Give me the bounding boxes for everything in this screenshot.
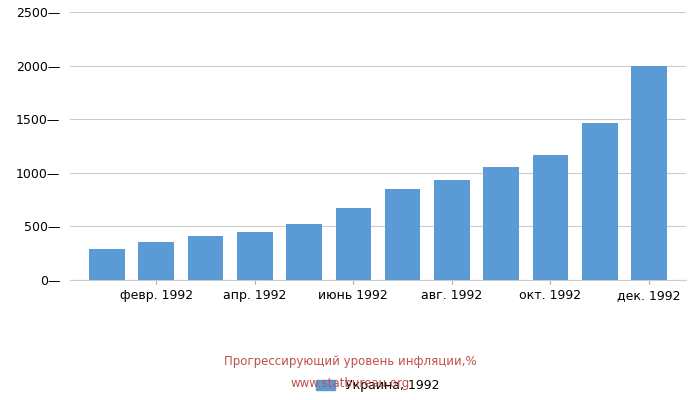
Bar: [434, 180, 470, 280]
Bar: [286, 224, 322, 280]
Legend: Украина, 1992: Украина, 1992: [312, 374, 444, 397]
Bar: [385, 189, 421, 280]
Bar: [188, 236, 223, 280]
Bar: [631, 66, 667, 280]
Text: www.statbureau.org: www.statbureau.org: [290, 378, 410, 390]
Bar: [533, 154, 568, 280]
Bar: [335, 208, 371, 280]
Bar: [484, 168, 519, 280]
Text: Прогрессирующий уровень инфляции,%: Прогрессирующий уровень инфляции,%: [224, 356, 476, 368]
Bar: [237, 232, 272, 280]
Bar: [89, 249, 125, 280]
Bar: [582, 124, 617, 280]
Bar: [139, 242, 174, 280]
